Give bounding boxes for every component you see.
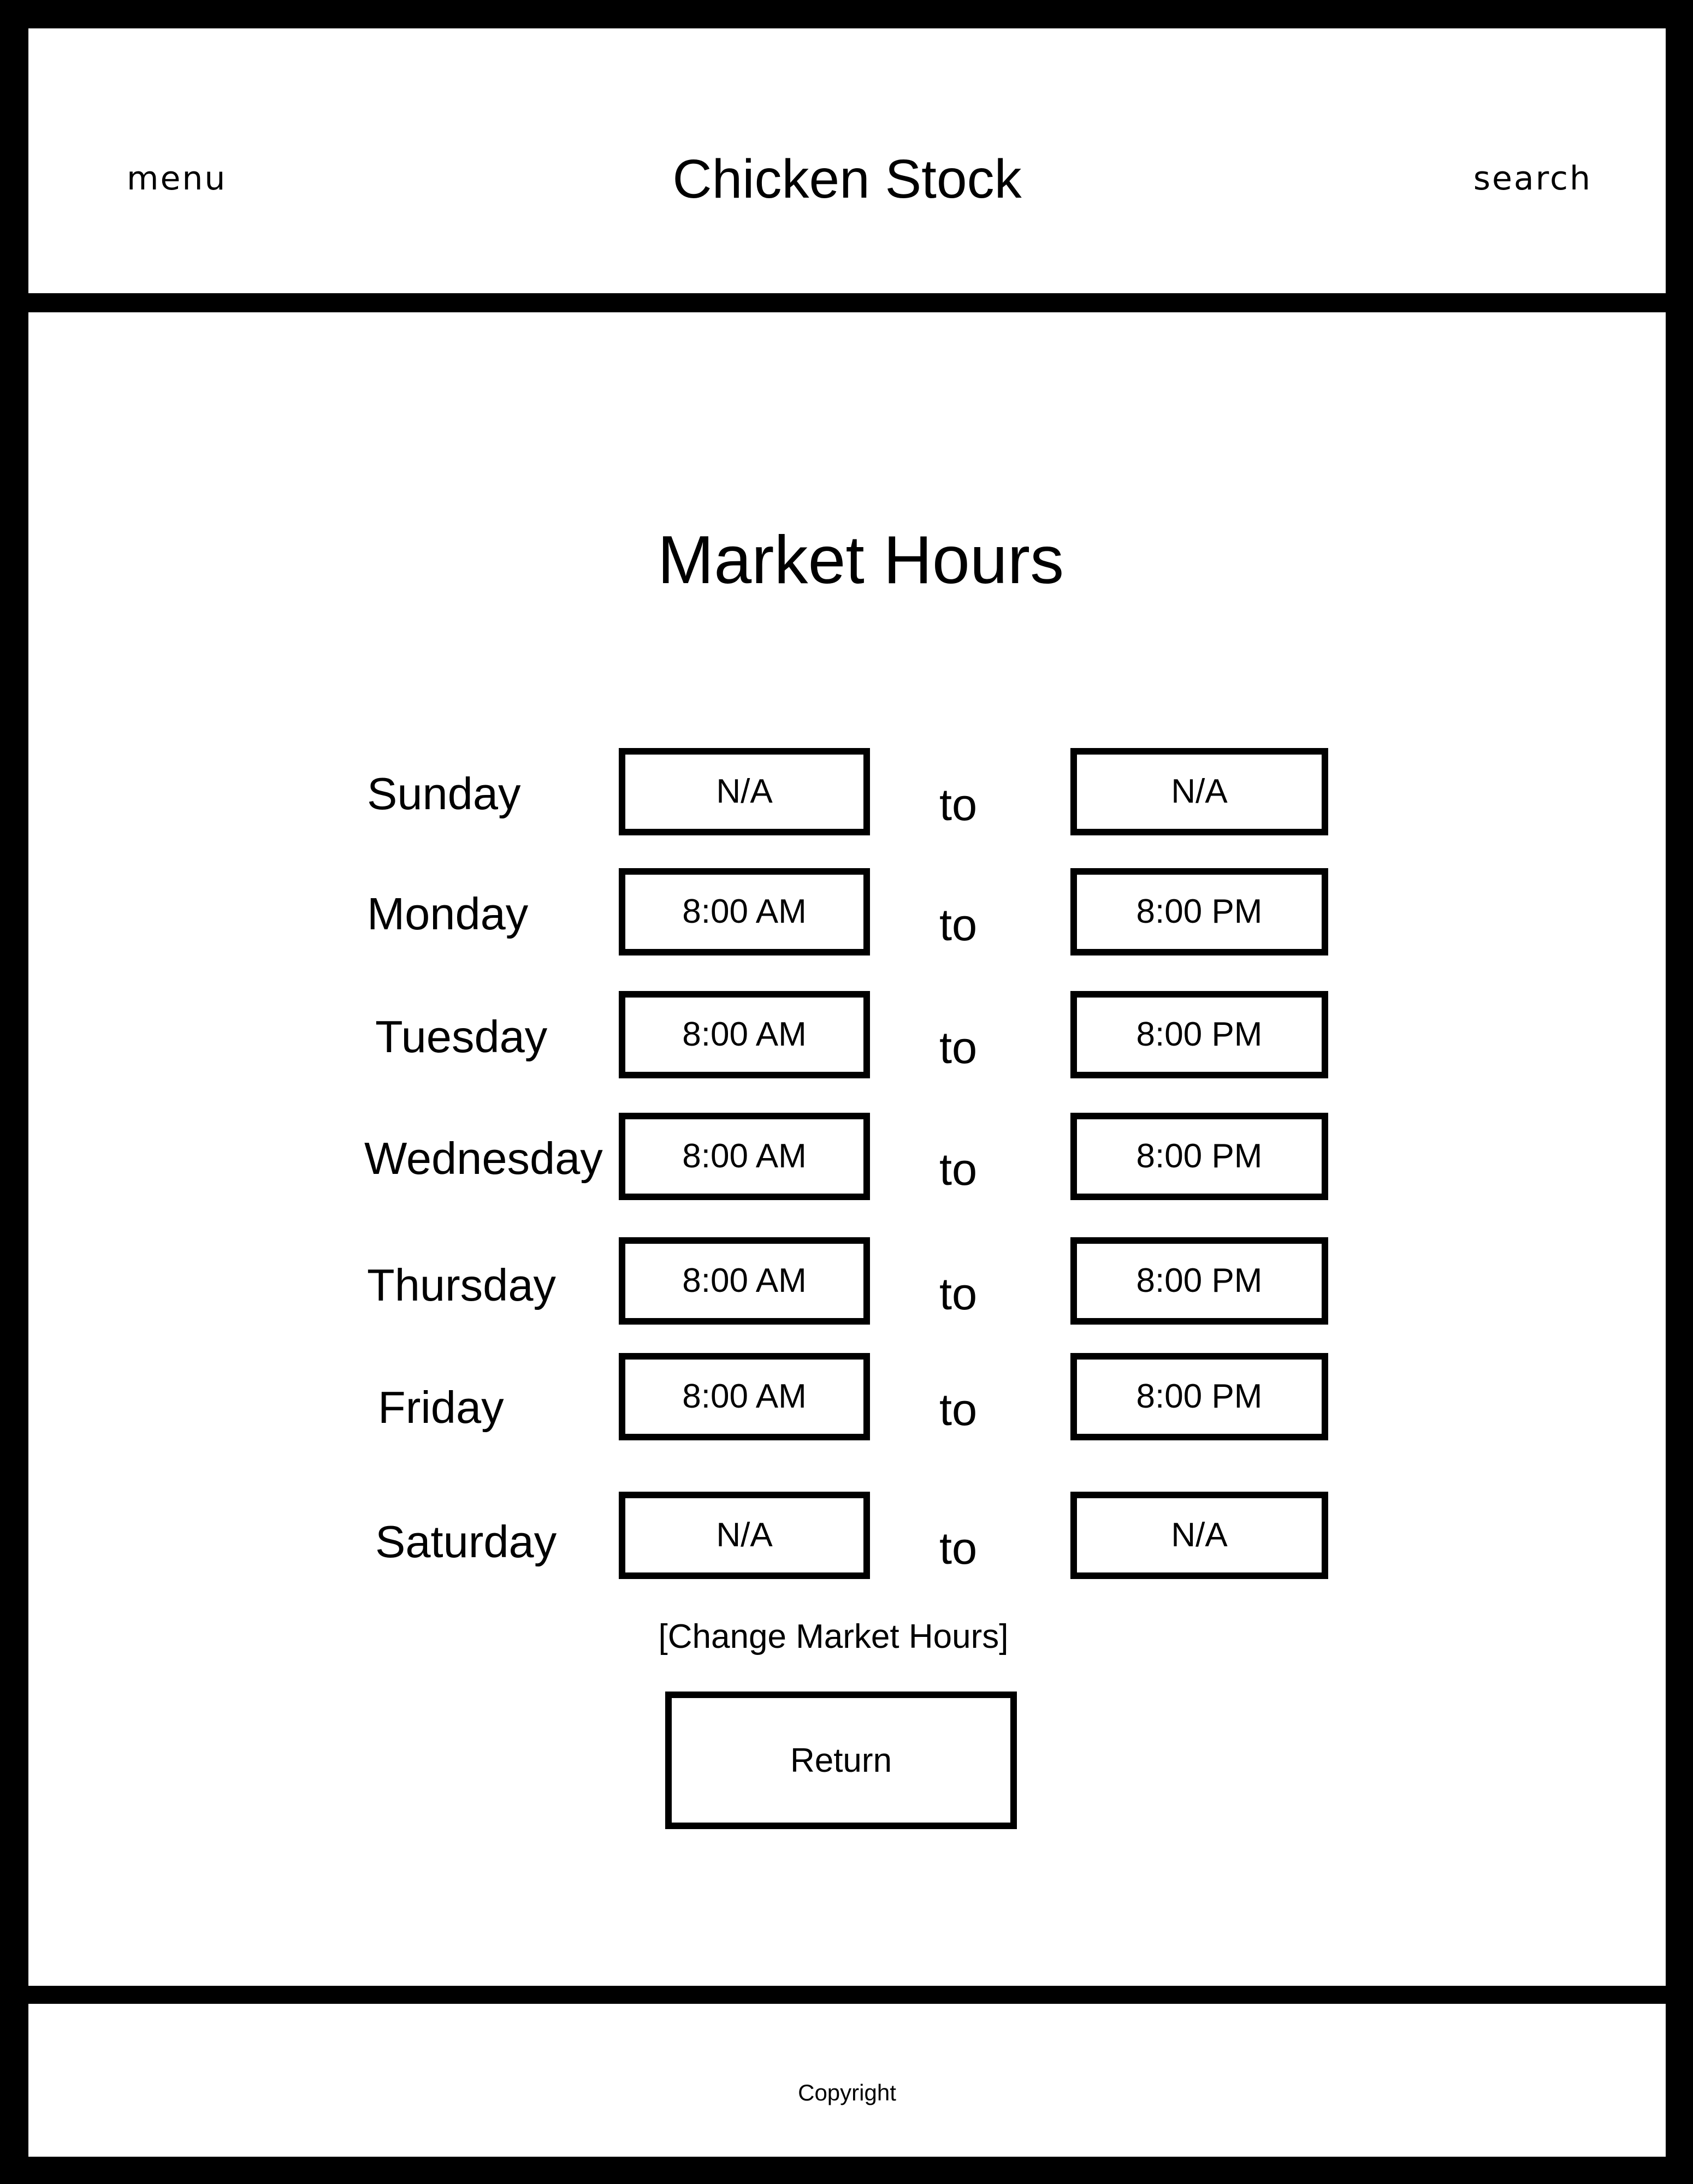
open-time-field[interactable]: N/A (619, 748, 870, 835)
day-label: Tuesday (375, 1011, 548, 1062)
change-market-hours-link[interactable]: [Change Market Hours] (658, 1618, 1009, 1655)
copyright-text: Copyright (798, 2080, 896, 2105)
day-label: Thursday (367, 1260, 556, 1310)
hours-row-friday: Friday 8:00 AM to 8:00 PM (28, 1353, 1666, 1440)
close-time-field[interactable]: 8:00 PM (1070, 868, 1328, 956)
open-time-field[interactable]: 8:00 AM (619, 868, 870, 956)
to-label: to (939, 1022, 978, 1073)
close-time-field[interactable]: 8:00 PM (1070, 991, 1328, 1078)
hours-row-sunday: Sunday N/A to N/A (28, 748, 1666, 835)
day-label: Wednesday (364, 1133, 603, 1184)
open-time-field[interactable]: 8:00 AM (619, 1237, 870, 1325)
main-content: Market Hours Sunday N/A to N/A Monday 8:… (28, 312, 1666, 1986)
open-time-field[interactable]: N/A (619, 1492, 870, 1579)
hours-row-thursday: Thursday 8:00 AM to 8:00 PM (28, 1237, 1666, 1325)
day-label: Monday (367, 888, 529, 939)
hours-row-tuesday: Tuesday 8:00 AM to 8:00 PM (28, 991, 1666, 1078)
close-time-field[interactable]: 8:00 PM (1070, 1113, 1328, 1200)
to-label: to (939, 1384, 978, 1435)
to-label: to (939, 899, 978, 950)
to-label: to (939, 779, 978, 830)
to-label: to (939, 1268, 978, 1319)
footer: Copyright (28, 2004, 1666, 2157)
return-button[interactable]: Return (665, 1692, 1017, 1829)
to-label: to (939, 1523, 978, 1574)
day-label: Friday (378, 1382, 504, 1433)
day-label: Saturday (375, 1516, 557, 1567)
to-label: to (939, 1144, 978, 1195)
close-time-field[interactable]: N/A (1070, 748, 1328, 835)
hours-row-monday: Monday 8:00 AM to 8:00 PM (28, 868, 1666, 956)
open-time-field[interactable]: 8:00 AM (619, 1353, 870, 1440)
day-label: Sunday (367, 768, 521, 819)
hours-row-saturday: Saturday N/A to N/A (28, 1492, 1666, 1579)
close-time-field[interactable]: 8:00 PM (1070, 1353, 1328, 1440)
menu-link[interactable]: menu (127, 159, 227, 198)
search-link[interactable]: search (1473, 159, 1592, 198)
hours-row-wednesday: Wednesday 8:00 AM to 8:00 PM (28, 1113, 1666, 1200)
close-time-field[interactable]: 8:00 PM (1070, 1237, 1328, 1325)
site-title: Chicken Stock (672, 149, 1022, 210)
close-time-field[interactable]: N/A (1070, 1492, 1328, 1579)
page-title: Market Hours (657, 523, 1064, 598)
header: menu Chicken Stock search (28, 28, 1666, 293)
open-time-field[interactable]: 8:00 AM (619, 1113, 870, 1200)
open-time-field[interactable]: 8:00 AM (619, 991, 870, 1078)
